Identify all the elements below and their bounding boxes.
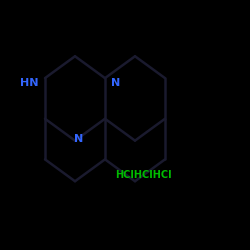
Text: HN: HN	[20, 78, 38, 88]
Text: HClHClHCl: HClHClHCl	[115, 170, 172, 180]
Text: N: N	[74, 134, 83, 144]
Text: N: N	[111, 78, 120, 88]
